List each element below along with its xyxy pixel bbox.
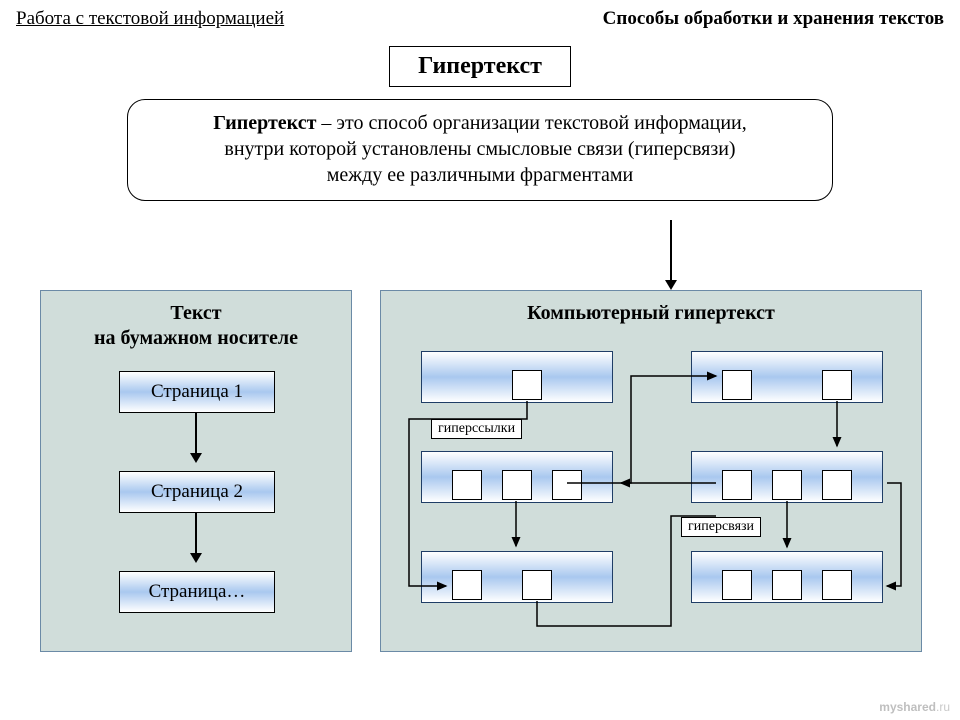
definition-box: Гипертекст – это способ организации текс… — [127, 99, 833, 201]
link-square — [722, 570, 752, 600]
panel-left-title: Текст на бумажном носителе — [41, 291, 351, 351]
panel-paper-text: Текст на бумажном носителе Страница 1 Ст… — [40, 290, 352, 652]
arrow-page2-to-page3 — [195, 513, 197, 561]
link-square — [522, 570, 552, 600]
header-row: Работа с текстовой информацией Способы о… — [0, 0, 960, 30]
title-box: Гипертекст — [389, 46, 571, 87]
hypertext-node — [691, 351, 883, 403]
link-square — [452, 470, 482, 500]
hypertext-node — [421, 451, 613, 503]
panels-row: Текст на бумажном носителе Страница 1 Ст… — [40, 290, 920, 670]
header-left: Работа с текстовой информацией — [16, 8, 284, 30]
hypertext-node — [691, 451, 883, 503]
label-hyperlinks: гиперссылки — [431, 419, 522, 439]
watermark: myshared.ru — [879, 700, 950, 714]
link-square — [722, 470, 752, 500]
link-square — [772, 570, 802, 600]
link-square — [502, 470, 532, 500]
link-square — [722, 370, 752, 400]
header-right: Способы обработки и хранения текстов — [603, 8, 944, 30]
definition-line-1: Гипертекст – это способ организации текс… — [140, 110, 820, 136]
link-square — [452, 570, 482, 600]
hypertext-node — [421, 551, 613, 603]
definition-line-2: внутри которой установлены смысловые свя… — [140, 136, 820, 162]
hypertext-node — [691, 551, 883, 603]
link-square — [822, 370, 852, 400]
panel-computer-hypertext: Компьютерный гипертекст — [380, 290, 922, 652]
link-square — [822, 470, 852, 500]
panel-left-title-line2: на бумажном носителе — [94, 327, 298, 349]
page-box-2: Страница 2 — [119, 471, 275, 513]
panel-right-title: Компьютерный гипертекст — [381, 291, 921, 326]
watermark-tld: .ru — [936, 700, 950, 714]
link-square — [512, 370, 542, 400]
page-box-3: Страница… — [119, 571, 275, 613]
label-hyperties: гиперсвязи — [681, 517, 761, 537]
watermark-site: myshared — [879, 700, 936, 714]
definition-to-diagram-arrow — [670, 220, 672, 288]
link-square — [822, 570, 852, 600]
arrow-page1-to-page2 — [195, 413, 197, 461]
definition-line-3: между ее различными фрагментами — [140, 162, 820, 188]
hypertext-node — [421, 351, 613, 403]
definition-term: Гипертекст — [213, 112, 316, 134]
link-square — [552, 470, 582, 500]
page-box-1: Страница 1 — [119, 371, 275, 413]
panel-left-title-line1: Текст — [170, 302, 221, 324]
definition-line-1-rest: – это способ организации текстовой инфор… — [316, 112, 746, 134]
link-square — [772, 470, 802, 500]
